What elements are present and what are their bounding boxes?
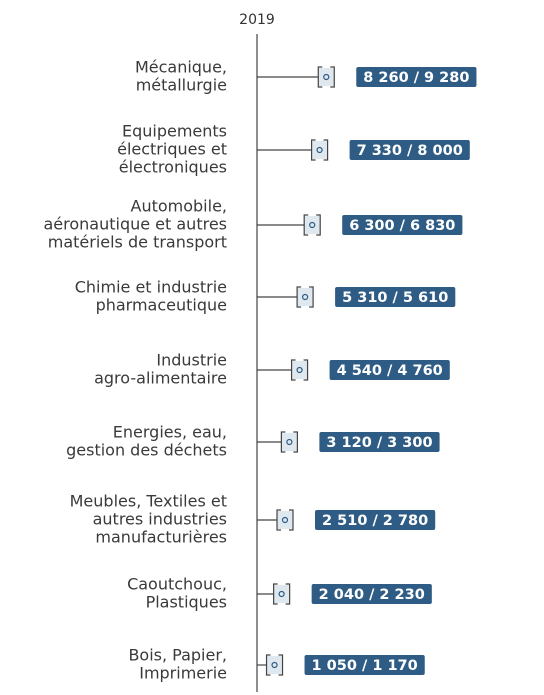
- bracket: [303, 214, 321, 236]
- value-label: 1 050 / 1 170: [312, 658, 418, 674]
- dot: [301, 293, 309, 301]
- dot: [281, 516, 289, 524]
- value-label-bg: [315, 510, 436, 530]
- category-label: métallurgie: [136, 76, 227, 95]
- dot: [296, 366, 303, 374]
- category-label: Mécanique,: [135, 58, 227, 77]
- value-label-bg: [342, 215, 463, 235]
- category-label: Imprimerie: [139, 664, 227, 683]
- category-label: manufacturières: [95, 528, 227, 547]
- value-label-bg: [335, 287, 456, 307]
- value-label: 5 310 / 5 610: [342, 290, 448, 306]
- range-box: [311, 141, 328, 159]
- category-label: pharmaceutique: [96, 296, 227, 315]
- bracket: [273, 583, 291, 605]
- bracket: [280, 431, 298, 453]
- range-box: [291, 361, 308, 379]
- dot: [286, 438, 293, 446]
- range-box: [273, 585, 290, 603]
- bracket: [276, 509, 294, 531]
- bracket: [296, 286, 314, 308]
- range-box: [297, 288, 314, 306]
- bracket: [317, 66, 335, 88]
- bracket: [310, 139, 329, 161]
- value-label: 8 260 / 9 280: [363, 70, 469, 86]
- category-label: autres industries: [93, 510, 227, 529]
- dot: [278, 590, 285, 598]
- category-label: aéronautique et autres: [43, 215, 227, 234]
- value-label: 2 510 / 2 780: [322, 513, 428, 529]
- value-label-bg: [311, 584, 432, 604]
- category-label: Energies, eau,: [113, 423, 227, 442]
- category-label: Automobile,: [131, 197, 228, 216]
- category-label: Industrie: [156, 351, 227, 370]
- category-label: matériels de transport: [48, 233, 227, 252]
- value-label-bg: [319, 432, 440, 452]
- range-box: [266, 656, 283, 674]
- range-box: [318, 68, 335, 86]
- category-label: Bois, Papier,: [128, 646, 227, 665]
- category-label: agro-alimentaire: [94, 369, 227, 388]
- range-box: [304, 216, 321, 234]
- category-label: gestion des déchets: [66, 441, 227, 460]
- category-label: Plastiques: [146, 593, 227, 612]
- value-label-bg: [349, 140, 470, 160]
- value-label-bg: [356, 67, 477, 87]
- category-label: Chimie et industrie: [75, 278, 227, 297]
- value-label: 6 300 / 6 830: [349, 218, 455, 234]
- category-label: Meubles, Textiles et: [70, 492, 227, 511]
- category-label: électroniques: [119, 158, 227, 177]
- chart-title: 2019: [239, 12, 275, 28]
- bracket: [265, 654, 284, 676]
- dot: [271, 661, 278, 669]
- dot: [316, 146, 323, 154]
- value-label-bg: [304, 655, 425, 675]
- range-box: [281, 433, 298, 451]
- value-label: 7 330 / 8 000: [357, 143, 463, 159]
- dot: [323, 73, 330, 81]
- bracket: [290, 359, 309, 381]
- value-label: 4 540 / 4 760: [337, 363, 443, 379]
- dot: [309, 221, 316, 229]
- category-label: électriques et: [117, 140, 227, 159]
- range-box: [277, 511, 294, 529]
- value-label: 2 040 / 2 230: [319, 587, 425, 603]
- category-label: Caoutchouc,: [127, 575, 227, 594]
- value-label: 3 120 / 3 300: [326, 435, 432, 451]
- category-label: Equipements: [122, 122, 227, 141]
- value-label-bg: [329, 360, 450, 380]
